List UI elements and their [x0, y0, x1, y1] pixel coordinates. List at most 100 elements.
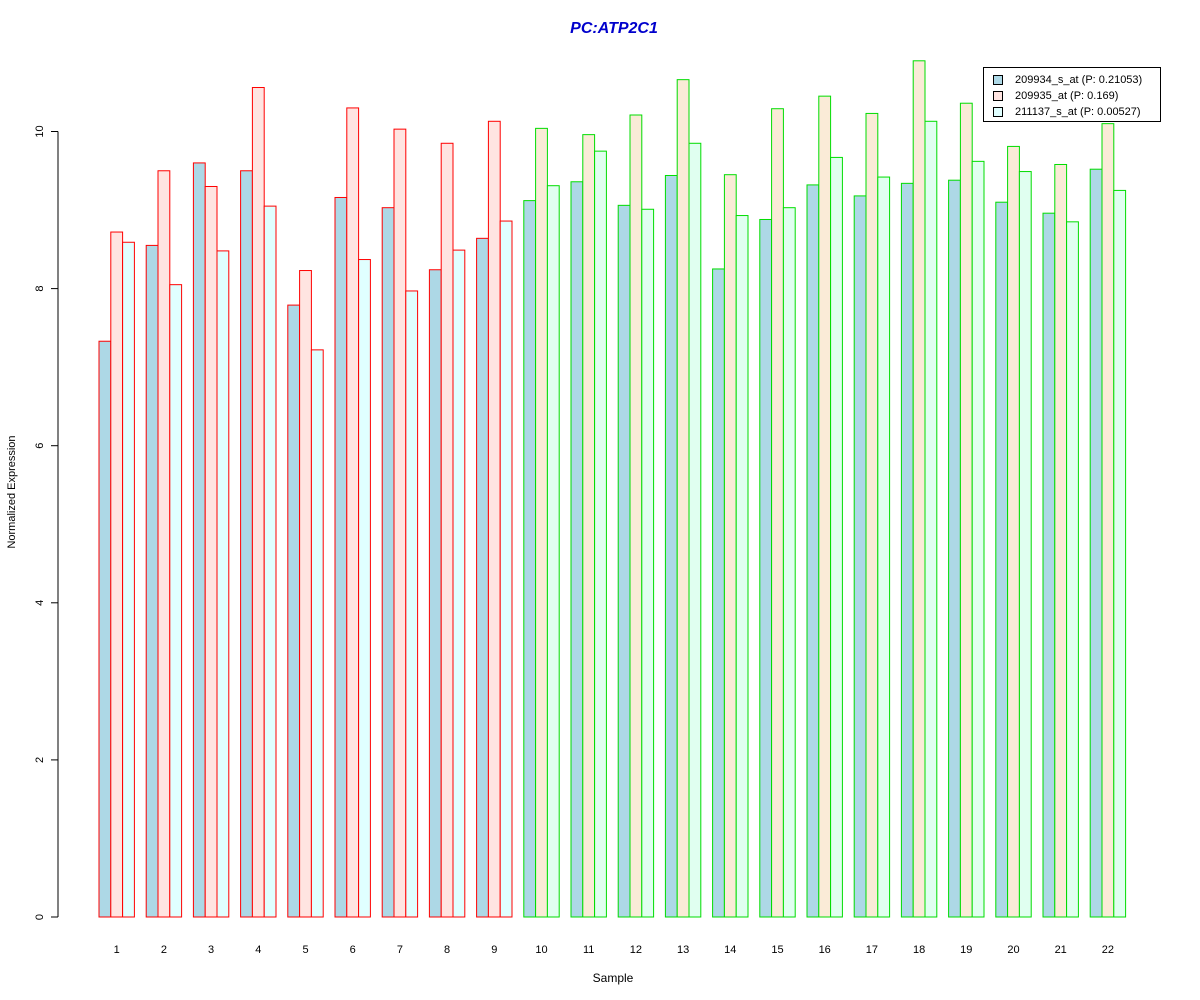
- bar: [818, 95, 832, 918]
- bar: [865, 112, 879, 918]
- x-tick-label: 7: [397, 944, 403, 956]
- bar: [641, 208, 655, 918]
- bar: [428, 269, 442, 918]
- bar: [251, 87, 265, 918]
- x-tick-label: 13: [677, 944, 689, 956]
- bar: [971, 160, 985, 918]
- bar: [723, 174, 737, 918]
- y-tick-label: 2: [34, 757, 46, 763]
- x-tick-label: 15: [771, 944, 783, 956]
- bar: [759, 218, 773, 918]
- bar: [1101, 123, 1115, 918]
- x-tick-label: 18: [913, 944, 925, 956]
- x-tick-label: 6: [350, 944, 356, 956]
- x-tick-label: 5: [302, 944, 308, 956]
- bar: [405, 290, 419, 918]
- bar: [476, 237, 489, 918]
- bar: [346, 107, 360, 918]
- bar: [594, 150, 607, 918]
- bar: [948, 179, 961, 918]
- x-tick-label: 20: [1007, 944, 1019, 956]
- x-tick-label: 3: [208, 944, 214, 956]
- bar: [440, 142, 454, 918]
- bar: [1042, 212, 1056, 918]
- bar: [393, 128, 407, 918]
- legend-swatch: [993, 107, 1003, 117]
- y-tick-label: 6: [34, 443, 46, 449]
- bar: [853, 195, 867, 918]
- bar: [924, 120, 938, 918]
- legend-item: 211137_s_at (P: 0.00527): [984, 104, 1160, 120]
- bar: [310, 349, 324, 918]
- bar: [959, 102, 973, 918]
- x-tick-label: 12: [630, 944, 642, 956]
- x-tick-label: 1: [114, 944, 120, 956]
- bar: [204, 185, 218, 918]
- legend-swatch: [993, 91, 1003, 101]
- x-tick-label: 19: [960, 944, 972, 956]
- x-tick-label: 16: [819, 944, 831, 956]
- bar: [487, 120, 501, 918]
- bar: [157, 170, 171, 918]
- bar: [145, 244, 159, 918]
- legend-swatch: [993, 75, 1003, 85]
- bar: [582, 134, 596, 918]
- legend-label: 211137_s_at (P: 0.00527): [1015, 106, 1141, 118]
- bar: [98, 340, 112, 918]
- bar: [240, 170, 253, 918]
- bar: [735, 215, 749, 918]
- bar: [358, 259, 371, 918]
- bar: [570, 181, 584, 918]
- x-tick-label: 9: [491, 944, 497, 956]
- legend: 209934_s_at (P: 0.21053) 209935_at (P: 0…: [983, 67, 1161, 122]
- bar: [688, 142, 702, 918]
- bar: [782, 207, 796, 918]
- legend-label: 209935_at (P: 0.169): [1015, 90, 1119, 102]
- bar: [617, 204, 631, 918]
- bar: [664, 174, 678, 918]
- bars-layer: [98, 60, 1127, 918]
- bar: [287, 304, 301, 918]
- bar: [499, 220, 513, 918]
- bar: [1066, 221, 1079, 918]
- x-tick-label: 21: [1055, 944, 1067, 956]
- legend-item: 209935_at (P: 0.169): [984, 88, 1160, 104]
- bar: [912, 60, 926, 918]
- bar: [334, 196, 348, 918]
- x-tick-label: 4: [255, 944, 261, 956]
- legend-label: 209934_s_at (P: 0.21053): [1015, 74, 1143, 86]
- y-axis-label: Normalized Expression: [6, 435, 18, 549]
- y-tick-label: 10: [34, 125, 46, 137]
- x-tick-label: 22: [1102, 944, 1114, 956]
- x-tick-label: 17: [866, 944, 878, 956]
- bar: [192, 162, 206, 918]
- bar: [523, 200, 537, 918]
- bar: [381, 207, 395, 918]
- bar: [169, 284, 183, 918]
- bar: [263, 205, 277, 918]
- bar: [535, 127, 548, 918]
- bar: [1054, 163, 1068, 918]
- bar: [806, 184, 820, 918]
- y-tick-label: 8: [34, 286, 46, 292]
- x-tick-label: 10: [535, 944, 547, 956]
- x-tick-label: 2: [161, 944, 167, 956]
- bar: [1089, 168, 1103, 918]
- bar: [712, 268, 725, 918]
- bar: [676, 79, 690, 918]
- y-tick-label: 0: [34, 914, 46, 920]
- bar: [216, 250, 230, 918]
- bar: [1007, 145, 1020, 918]
- bar: [122, 241, 135, 918]
- bar: [877, 176, 891, 918]
- bar: [771, 108, 784, 918]
- bar: [299, 270, 312, 918]
- bar: [830, 156, 843, 918]
- x-tick-label: 14: [724, 944, 736, 956]
- chart-title: PC:ATP2C1: [570, 20, 658, 37]
- x-tick-labels: 1 2 3 4 5 6 7 8 9 10 11 12 13 14 15 16 17 18 19 20 21 22: [114, 944, 1114, 956]
- x-axis-label: Sample: [592, 971, 634, 985]
- x-tick-label: 8: [444, 944, 450, 956]
- bar: [1018, 171, 1032, 918]
